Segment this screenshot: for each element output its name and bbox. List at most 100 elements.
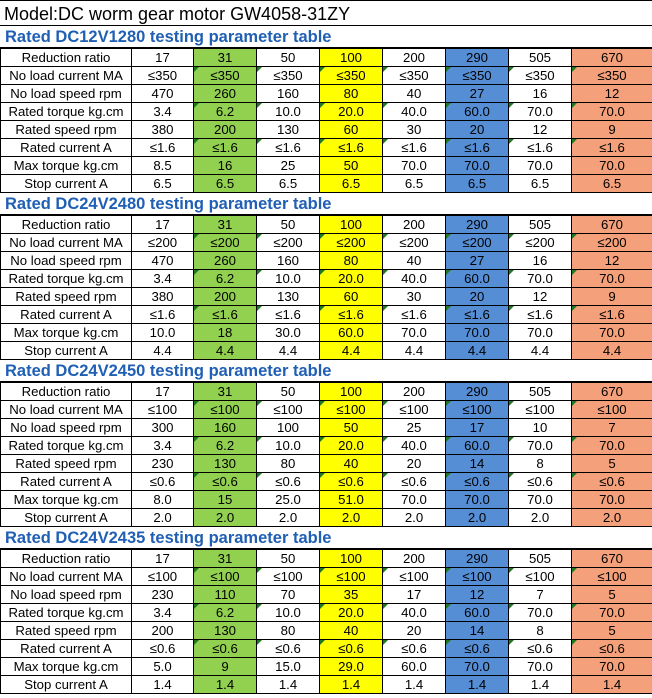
table-cell: 50 (256, 549, 320, 568)
table-cell: 60 (319, 120, 383, 139)
table-cell: 70.0 (571, 156, 652, 175)
table-cell: 50 (319, 418, 383, 437)
table-cell: 6.5 (256, 174, 320, 193)
table-row: Max torque kg.cm 8.5 16 25 50 70.0 70.0 70.0 70.… (0, 156, 652, 175)
table-cell: 17 (131, 549, 194, 568)
table-cell: 70.0 (382, 490, 446, 509)
table-row: Rated torque kg.cm 3.4 6.2 10.0 20.0 40.0 60.0… (0, 603, 652, 622)
table-cell: 20 (445, 120, 509, 139)
section-heading: Rated DC24V2450 testing parameter table (0, 360, 652, 382)
table-cell: ≤100 (131, 400, 194, 419)
table-cell: 25 (382, 418, 446, 437)
table-cell: 670 (571, 549, 652, 568)
table-cell: 2.0 (445, 508, 509, 527)
table-cell: 130 (193, 454, 257, 473)
row-label: No load current MA (0, 400, 132, 419)
table-cell: ≤100 (131, 567, 194, 586)
table-row: Reduction ratio 17 31 50 100 200 290 505 670 (0, 48, 652, 67)
table-row: Stop current A 2.0 2.0 2.0 2.0 2.0 2.0 2.0 2.0 (0, 508, 652, 527)
table-cell: 80 (256, 454, 320, 473)
table-cell: 6.2 (193, 102, 257, 121)
table-cell: 20.0 (319, 436, 383, 455)
table-cell: ≤350 (571, 66, 652, 85)
table-cell: ≤100 (571, 567, 652, 586)
row-label: No load speed rpm (0, 585, 132, 604)
table-cell: 70.0 (445, 323, 509, 342)
table-cell: 160 (256, 84, 320, 103)
table-cell: 200 (382, 215, 446, 234)
parameter-table: Reduction ratio 17 31 50 100 200 290 505 670 No l… (0, 549, 652, 694)
table-cell: ≤200 (571, 233, 652, 252)
table-cell: 6.5 (445, 174, 509, 193)
table-cell: 100 (319, 215, 383, 234)
table-cell: 6.5 (382, 174, 446, 193)
table-cell: ≤0.6 (508, 472, 572, 491)
table-cell: 31 (193, 48, 257, 67)
table-cell: 6.2 (193, 603, 257, 622)
table-cell: ≤1.6 (508, 138, 572, 157)
table-cell: 40.0 (382, 436, 446, 455)
table-cell: ≤100 (571, 400, 652, 419)
table-cell: 16 (508, 251, 572, 270)
table-cell: 7 (571, 418, 652, 437)
table-cell: ≤0.6 (382, 639, 446, 658)
table-cell: 12 (508, 287, 572, 306)
table-cell: ≤0.6 (319, 639, 383, 658)
table-cell: ≤1.6 (571, 305, 652, 324)
table-cell: 20 (445, 287, 509, 306)
table-cell: 30 (382, 120, 446, 139)
table-cell: 25 (256, 156, 320, 175)
table-cell: 8 (508, 454, 572, 473)
table-row: No load current MA ≤100 ≤100 ≤100 ≤100 ≤100 ≤1… (0, 400, 652, 419)
table-cell: 12 (571, 84, 652, 103)
table-cell: 470 (131, 84, 194, 103)
table-cell: 8.0 (131, 490, 194, 509)
table-row: Max torque kg.cm 5.0 9 15.0 29.0 60.0 70.0 70.0… (0, 657, 652, 676)
table-cell: 60 (319, 287, 383, 306)
table-cell: 20.0 (319, 603, 383, 622)
table-cell: 200 (193, 287, 257, 306)
table-cell: 6.5 (319, 174, 383, 193)
table-cell: 10 (508, 418, 572, 437)
table-cell: ≤200 (382, 233, 446, 252)
table-cell: ≤0.6 (131, 472, 194, 491)
table-cell: 40.0 (382, 102, 446, 121)
table-cell: 260 (193, 251, 257, 270)
row-label: Rated current A (0, 138, 132, 157)
table-cell: 380 (131, 287, 194, 306)
table-cell: 2.0 (131, 508, 194, 527)
table-cell: 51.0 (319, 490, 383, 509)
table-cell: 35 (319, 585, 383, 604)
row-label: No load speed rpm (0, 84, 132, 103)
table-cell: 200 (382, 549, 446, 568)
table-cell: ≤350 (319, 66, 383, 85)
table-row: Reduction ratio 17 31 50 100 200 290 505 670 (0, 215, 652, 234)
table-cell: ≤0.6 (319, 472, 383, 491)
table-cell: 70.0 (571, 436, 652, 455)
table-cell: 6.5 (508, 174, 572, 193)
table-cell: 2.0 (193, 508, 257, 527)
table-cell: 12 (508, 120, 572, 139)
table-cell: 505 (508, 549, 572, 568)
table-cell: ≤0.6 (571, 472, 652, 491)
table-cell: 17 (445, 418, 509, 437)
table-cell: 1.4 (382, 675, 446, 694)
table-cell: 7 (508, 585, 572, 604)
table-cell: 14 (445, 454, 509, 473)
table-cell: 70.0 (508, 657, 572, 676)
table-cell: 10.0 (256, 269, 320, 288)
table-cell: ≤0.6 (445, 472, 509, 491)
table-cell: 300 (131, 418, 194, 437)
section-heading: Rated DC12V1280 testing parameter table (0, 26, 652, 48)
row-label: Rated torque kg.cm (0, 102, 132, 121)
table-cell: 100 (319, 48, 383, 67)
table-cell: 15.0 (256, 657, 320, 676)
table-row: Rated torque kg.cm 3.4 6.2 10.0 20.0 40.0 60.0… (0, 269, 652, 288)
table-cell: 27 (445, 84, 509, 103)
row-label: Rated torque kg.cm (0, 269, 132, 288)
table-cell: 70.0 (571, 603, 652, 622)
table-cell: 6.2 (193, 436, 257, 455)
row-label: Rated speed rpm (0, 621, 132, 640)
table-cell: 20.0 (319, 102, 383, 121)
